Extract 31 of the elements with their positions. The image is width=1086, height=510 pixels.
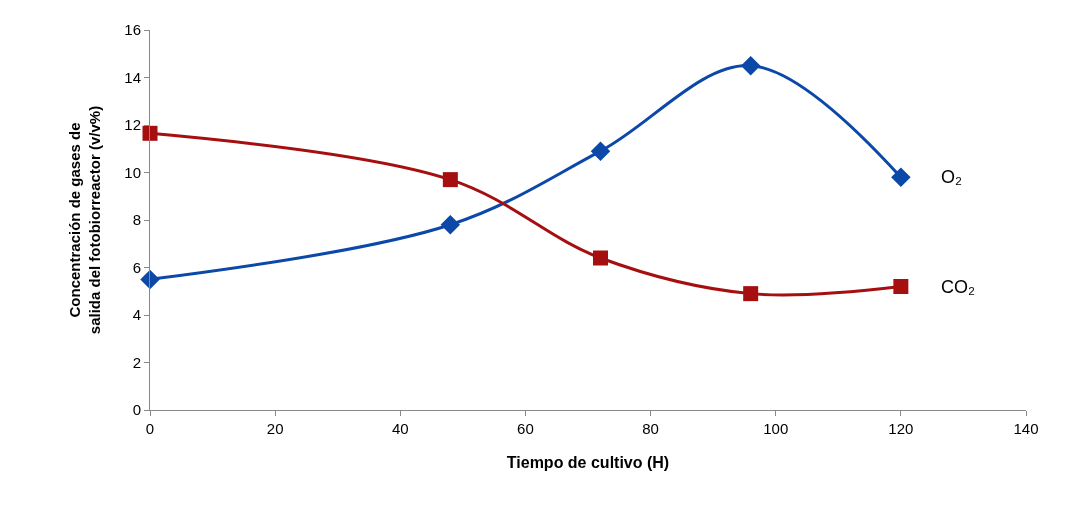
point bbox=[142, 125, 158, 141]
y-tick-label: 2 bbox=[132, 353, 141, 371]
point bbox=[140, 269, 160, 290]
y-tick-label: 8 bbox=[132, 211, 141, 229]
x-tick-label: 140 bbox=[1013, 420, 1039, 437]
point bbox=[743, 286, 759, 302]
x-tick-label: 100 bbox=[763, 420, 789, 437]
x-tick-label: 20 bbox=[266, 420, 284, 437]
x-tick-label: 0 bbox=[145, 420, 155, 437]
x-axis-title: Tiempo de cultivo (H) bbox=[506, 453, 670, 471]
series-label: CO₂ bbox=[941, 277, 975, 297]
point bbox=[442, 172, 458, 188]
y-tick-label: 14 bbox=[124, 68, 141, 86]
y-tick-label: 6 bbox=[132, 258, 141, 276]
y-tick-label: 10 bbox=[124, 163, 141, 181]
y-tick-label: 16 bbox=[124, 21, 141, 39]
x-tick-label: 60 bbox=[517, 420, 534, 437]
y-axis-title: Concentración de gases de salida del fotobiorreactor (v/v%) bbox=[66, 105, 103, 335]
series-label: O₂ bbox=[941, 167, 962, 187]
x-tick-label: 80 bbox=[642, 420, 659, 437]
point bbox=[891, 167, 911, 187]
y-tick-label: 12 bbox=[124, 116, 141, 134]
y-tick-label: 0 bbox=[132, 401, 141, 419]
point bbox=[740, 55, 761, 76]
point bbox=[590, 141, 611, 161]
x-tick-label: 120 bbox=[888, 420, 914, 437]
point bbox=[593, 250, 609, 266]
x-tick-label: 40 bbox=[391, 420, 409, 437]
point bbox=[440, 215, 461, 235]
point bbox=[893, 279, 909, 294]
y-tick-label: 4 bbox=[132, 306, 141, 324]
